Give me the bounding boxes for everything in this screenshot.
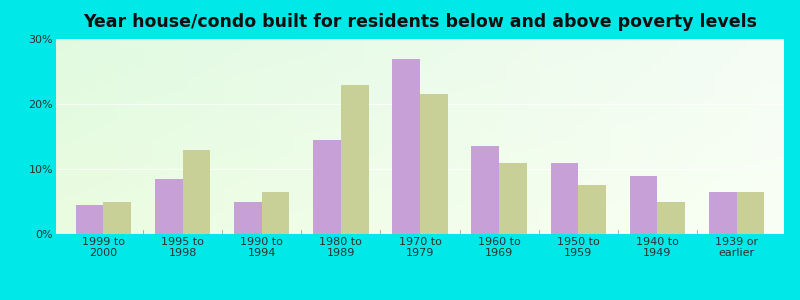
Title: Year house/condo built for residents below and above poverty levels: Year house/condo built for residents bel… (83, 13, 757, 31)
Bar (709, 192, 737, 234)
Bar (182, 149, 210, 234)
Bar (155, 179, 182, 234)
Bar (420, 94, 448, 234)
Bar (658, 202, 685, 234)
Bar (630, 176, 658, 234)
Bar (499, 163, 527, 234)
Bar (262, 192, 290, 234)
Bar (103, 202, 131, 234)
Bar (313, 140, 341, 234)
Bar (392, 58, 420, 234)
Bar (578, 185, 606, 234)
Bar (341, 85, 369, 234)
Bar (550, 163, 578, 234)
Bar (471, 146, 499, 234)
Bar (234, 202, 262, 234)
Bar (76, 205, 103, 234)
Bar (737, 192, 764, 234)
